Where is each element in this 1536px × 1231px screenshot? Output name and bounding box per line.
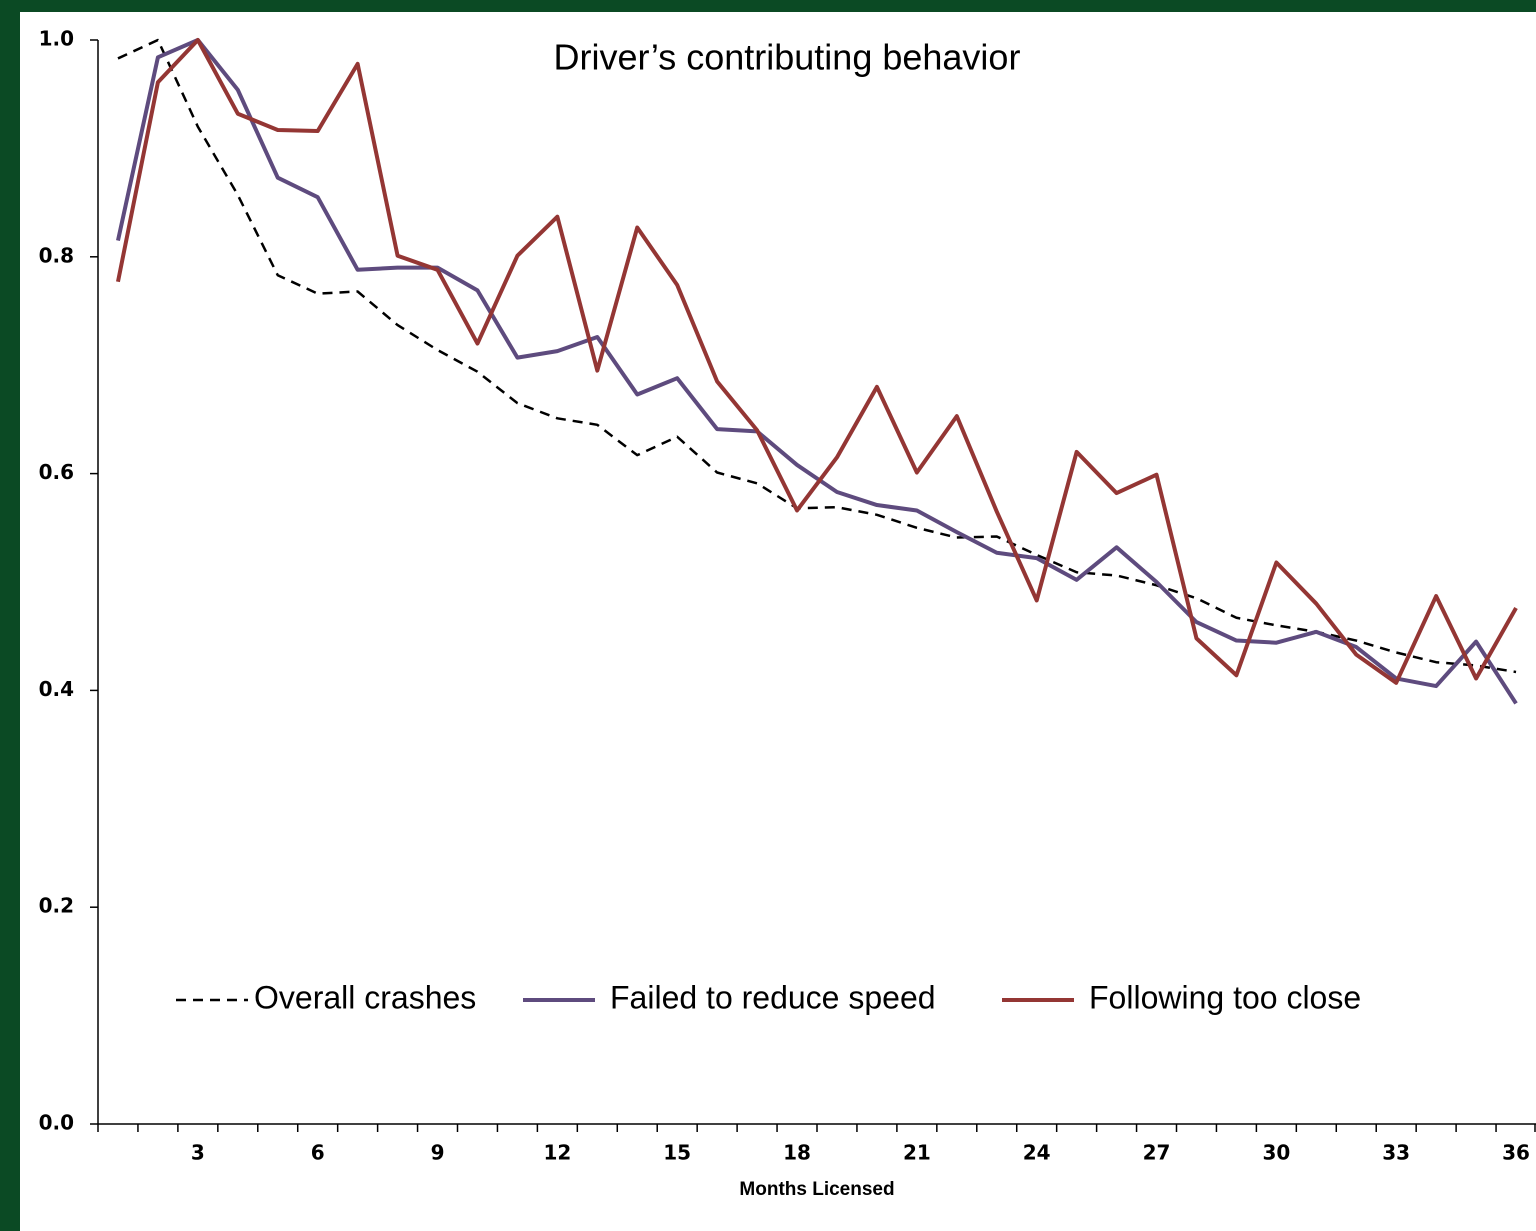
y-tick-label: 0.2 [39,894,74,918]
y-tick-label: 0.6 [39,460,74,484]
x-tick-label: 30 [1262,1141,1290,1165]
series-line [116,38,1518,685]
y-tick-label: 0.8 [39,243,74,267]
x-tick-label: 18 [783,1141,811,1165]
x-axis-title: Months Licensed [739,1179,894,1200]
legend-label: Following too close [1089,979,1361,1015]
x-tick-label: 3 [191,1141,205,1165]
x-tick-label: 27 [1143,1141,1171,1165]
x-tick-label: 36 [1502,1141,1530,1165]
x-tick-label: 24 [1023,1141,1051,1165]
series-line [116,38,1518,705]
x-tick-label: 21 [903,1141,931,1165]
series-line [117,38,1517,674]
chart-title: Driver’s contributing behavior [554,37,1021,78]
plot-background [20,12,1536,1231]
legend-label: Failed to reduce speed [610,979,936,1015]
y-tick-label: 0.0 [39,1111,74,1135]
x-tick-label: 6 [311,1141,325,1165]
x-tick-label: 33 [1382,1141,1410,1165]
x-tick-label: 9 [431,1141,445,1165]
y-tick-label: 0.4 [39,677,74,701]
x-tick-label: 15 [663,1141,691,1165]
y-tick-label: 1.0 [39,27,74,51]
x-tick-label: 12 [543,1141,571,1165]
legend-label: Overall crashes [254,979,476,1015]
